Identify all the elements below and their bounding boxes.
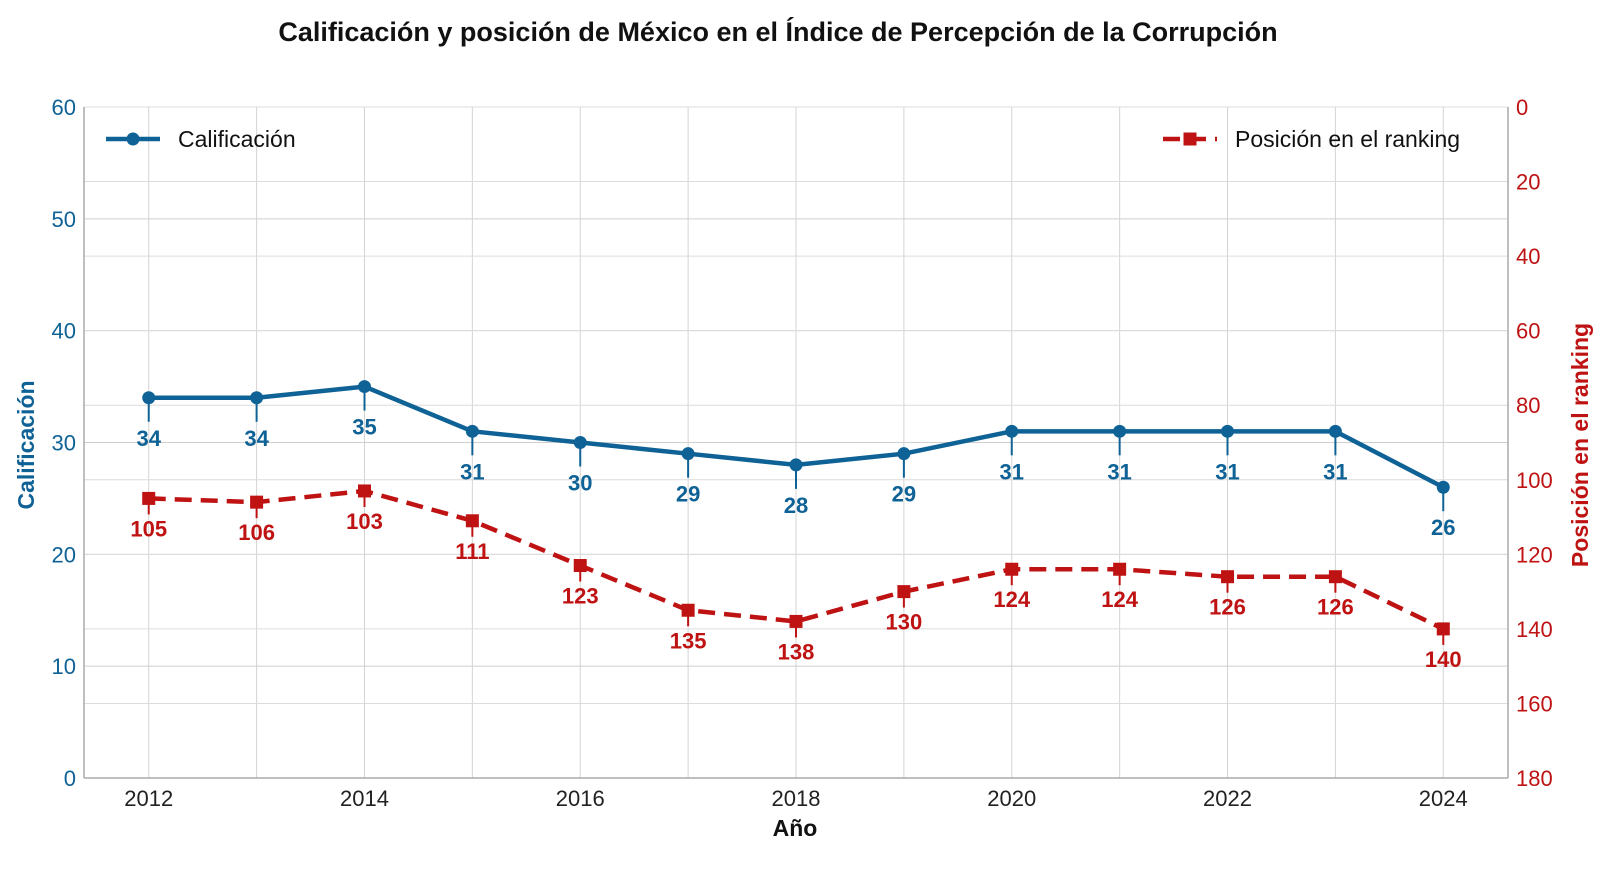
point-calificacion <box>250 391 264 405</box>
data-label-calificacion: 29 <box>892 482 916 507</box>
data-label-posicion: 126 <box>1209 595 1246 620</box>
point-posicion <box>1436 622 1450 636</box>
data-label-calificacion: 26 <box>1431 515 1455 540</box>
y-right-tick-label: 0 <box>1516 95 1528 120</box>
data-label-posicion: 135 <box>670 628 707 653</box>
point-posicion <box>1005 562 1019 576</box>
point-posicion <box>465 514 479 528</box>
y-right-tick-label: 100 <box>1516 468 1553 493</box>
x-tick-label: 2024 <box>1419 786 1468 811</box>
grid <box>84 106 1508 779</box>
data-label-calificacion: 29 <box>676 482 700 507</box>
y-right-tick-label: 80 <box>1516 393 1540 418</box>
y-right-tick-label: 20 <box>1516 170 1540 195</box>
data-label-posicion: 111 <box>455 539 489 564</box>
y-left-tick-label: 50 <box>52 207 76 232</box>
data-label-posicion: 106 <box>238 520 275 545</box>
point-calificacion <box>573 436 587 449</box>
chart-title: Calificación y posición de México en el … <box>278 16 1277 47</box>
x-tick-label: 2014 <box>340 786 389 811</box>
point-calificacion <box>465 424 479 438</box>
data-label-posicion: 124 <box>993 587 1030 612</box>
point-posicion <box>142 491 156 505</box>
data-label-calificacion: 31 <box>1323 459 1347 484</box>
point-calificacion <box>1113 424 1127 438</box>
legend-label-calificacion: Calificación <box>178 126 296 152</box>
data-label-posicion: 124 <box>1101 587 1138 612</box>
y-left-tick-label: 0 <box>64 766 76 791</box>
point-calificacion <box>1328 424 1342 438</box>
point-posicion <box>357 484 371 498</box>
point-calificacion <box>897 447 911 461</box>
axes <box>83 107 1509 779</box>
x-tick-label: 2016 <box>556 786 605 811</box>
point-calificacion <box>1436 480 1450 494</box>
x-tick-label: 2020 <box>987 786 1036 811</box>
x-axis-title: Año <box>773 815 818 841</box>
data-label-posicion: 138 <box>778 639 815 664</box>
x-tick-label: 2018 <box>772 786 821 811</box>
point-posicion <box>681 603 695 617</box>
point-calificacion <box>1221 424 1235 438</box>
y-right-tick-label: 60 <box>1516 319 1540 344</box>
data-label-calificacion: 28 <box>784 493 808 518</box>
data-label-posicion: 105 <box>130 516 167 541</box>
y-left-tick-label: 60 <box>52 95 76 120</box>
data-label-posicion: 103 <box>346 509 383 534</box>
data-label-posicion: 140 <box>1425 647 1462 672</box>
point-posicion <box>897 585 911 599</box>
y-left-tick-label: 30 <box>52 431 76 456</box>
y-axis-left-title: Calificación <box>13 380 39 509</box>
point-posicion <box>1221 570 1235 584</box>
point-calificacion <box>681 447 695 461</box>
data-label-calificacion: 31 <box>460 459 484 484</box>
data-label-calificacion: 34 <box>244 426 269 451</box>
point-calificacion <box>1005 424 1019 438</box>
data-label-posicion: 123 <box>562 584 599 609</box>
point-calificacion <box>789 458 803 472</box>
y-right-tick-label: 180 <box>1516 766 1553 791</box>
x-tick-label: 2022 <box>1203 786 1252 811</box>
data-label-posicion: 130 <box>886 610 923 635</box>
data-label-calificacion: 35 <box>352 415 376 440</box>
y-right-tick-label: 40 <box>1516 244 1540 269</box>
point-posicion <box>1113 562 1127 576</box>
data-label-posicion: 126 <box>1317 595 1354 620</box>
y-left-tick-label: 20 <box>52 542 76 567</box>
point-posicion <box>1328 570 1342 584</box>
series-layer: 34 34 35 31 30 29 28 29 31 31 31 31 26 105 106 103 111 12… <box>130 380 1462 672</box>
y-left-tick-label: 40 <box>52 319 76 344</box>
data-label-calificacion: 31 <box>1107 459 1131 484</box>
y-right-tick-label: 140 <box>1516 617 1553 642</box>
y-right-tick-label: 120 <box>1516 542 1553 567</box>
legend: Calificación Posición en el ranking <box>106 126 1460 152</box>
point-posicion <box>250 495 264 509</box>
legend-marker-posicion <box>1183 132 1197 146</box>
point-posicion <box>573 559 587 573</box>
legend-label-posicion: Posición en el ranking <box>1235 126 1460 152</box>
x-tick-label: 2012 <box>124 786 173 811</box>
y-left-tick-label: 10 <box>52 654 76 679</box>
tick-labels: 2012 2014 2016 2018 2020 2022 2024 0 10 20 30 40 50 6… <box>52 95 1553 811</box>
point-calificacion <box>357 380 371 394</box>
data-label-calificacion: 30 <box>568 471 592 496</box>
y-axis-right-title: Posición en el ranking <box>1567 323 1593 567</box>
data-label-calificacion: 31 <box>1000 459 1024 484</box>
legend-marker-calificacion <box>126 132 140 146</box>
y-right-tick-label: 160 <box>1516 691 1553 716</box>
data-label-calificacion: 31 <box>1215 459 1239 484</box>
point-posicion <box>789 614 803 628</box>
data-label-calificacion: 34 <box>136 426 161 451</box>
point-calificacion <box>142 391 156 405</box>
